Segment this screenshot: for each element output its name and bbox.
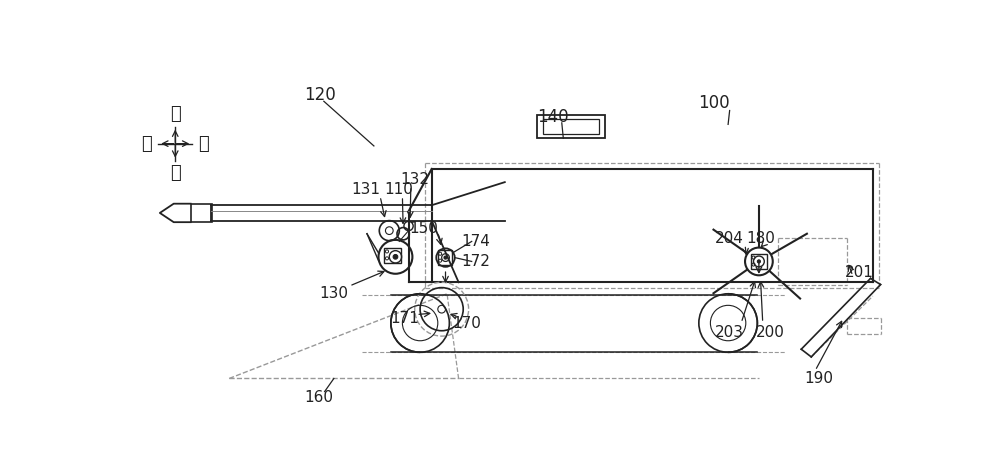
Bar: [751, 254, 767, 269]
Text: 204: 204: [715, 231, 744, 246]
Text: 120: 120: [304, 86, 336, 104]
Bar: [384, 247, 401, 263]
Text: 203: 203: [715, 325, 744, 340]
Text: 190: 190: [804, 371, 833, 386]
Text: 160: 160: [304, 390, 333, 405]
Text: 前: 前: [141, 134, 152, 153]
Text: 132: 132: [400, 172, 429, 187]
Circle shape: [393, 254, 398, 259]
Text: 180: 180: [746, 231, 775, 246]
Text: 171: 171: [390, 311, 419, 326]
Text: 200: 200: [756, 325, 785, 340]
Text: 130: 130: [319, 286, 348, 301]
Text: 下: 下: [170, 164, 181, 182]
Text: 131: 131: [352, 182, 381, 197]
Bar: [543, 119, 599, 134]
Bar: [191, 204, 212, 222]
Text: 174: 174: [461, 234, 490, 249]
Text: 140: 140: [537, 108, 568, 126]
Text: 170: 170: [452, 315, 481, 330]
Text: 上: 上: [170, 105, 181, 123]
Text: 201: 201: [845, 265, 873, 280]
Circle shape: [444, 256, 447, 259]
Text: 110: 110: [384, 182, 413, 197]
Bar: [537, 115, 605, 138]
Circle shape: [757, 260, 760, 263]
Text: 172: 172: [461, 254, 490, 269]
Text: 150: 150: [410, 221, 438, 236]
Text: 100: 100: [698, 94, 730, 112]
Text: 后: 后: [198, 134, 209, 153]
Bar: [438, 250, 452, 265]
